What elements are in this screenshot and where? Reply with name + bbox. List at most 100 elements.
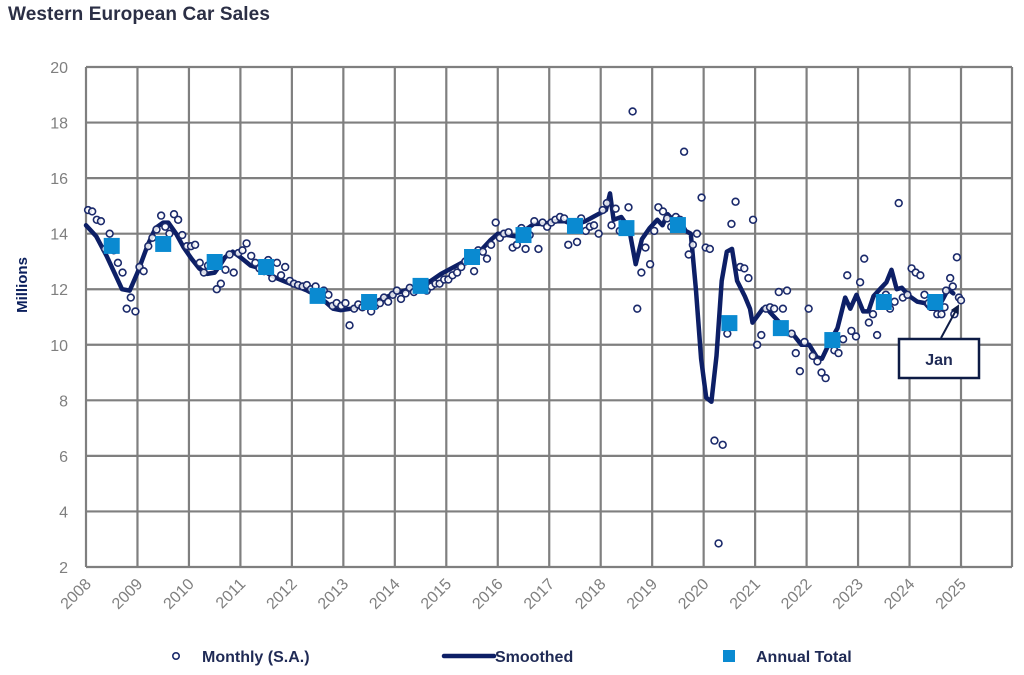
monthly-point xyxy=(868,310,878,319)
annual-total-marker xyxy=(875,294,892,310)
monthly-point xyxy=(113,258,123,268)
monthly-point xyxy=(817,368,826,377)
monthly-point xyxy=(731,197,740,206)
monthly-point xyxy=(131,307,140,316)
monthly-point xyxy=(383,297,393,306)
monthly-point xyxy=(662,214,672,223)
x-tick-label: 2009 xyxy=(109,576,146,613)
monthly-point xyxy=(697,193,706,202)
monthly-point xyxy=(247,251,256,261)
monthly-point xyxy=(718,440,727,449)
monthly-point xyxy=(705,244,715,254)
monthly-point xyxy=(710,436,719,445)
x-tick-label: 2024 xyxy=(881,576,918,613)
annual-series xyxy=(103,217,944,349)
annual-total-marker xyxy=(669,217,686,234)
monthly-point xyxy=(280,262,290,272)
monthly-point xyxy=(748,215,758,224)
monthly-point xyxy=(916,271,925,280)
monthly-point xyxy=(607,221,616,230)
x-tick-label: 2018 xyxy=(572,576,609,613)
monthly-point xyxy=(178,230,187,240)
monthly-point xyxy=(126,293,135,302)
monthly-point xyxy=(491,218,500,227)
monthly-point xyxy=(564,240,573,249)
monthly-point xyxy=(534,244,543,254)
monthly-point xyxy=(843,271,852,280)
monthly-point xyxy=(688,240,698,249)
monthly-point xyxy=(637,268,646,277)
monthly-point xyxy=(392,286,402,295)
annual-total-marker xyxy=(824,332,841,349)
annotation-arrowhead xyxy=(950,304,959,315)
annotation-jan: Jan xyxy=(897,304,981,380)
monthly-point xyxy=(787,329,796,338)
annual-total-marker xyxy=(258,259,275,275)
x-tick-label: 2025 xyxy=(933,576,970,613)
monthly-point xyxy=(650,226,659,236)
monthly-point xyxy=(941,286,951,295)
monthly-point xyxy=(594,229,603,238)
monthly-point xyxy=(855,278,865,287)
monthly-point xyxy=(684,250,693,259)
monthly-point xyxy=(860,254,869,263)
monthly-point xyxy=(225,250,234,259)
monthly-point xyxy=(152,225,161,234)
x-tick-label: 2021 xyxy=(727,576,764,613)
monthly-point xyxy=(834,348,843,358)
monthly-point xyxy=(808,351,817,361)
monthly-point xyxy=(598,205,607,215)
annual-total-marker xyxy=(412,277,429,294)
annual-total-marker xyxy=(361,294,378,310)
chart-title: Western European Car Sales xyxy=(8,4,271,25)
monthly-point xyxy=(589,221,599,230)
y-tick-label: 8 xyxy=(59,393,68,410)
monthly-point xyxy=(723,329,732,338)
monthly-point xyxy=(156,211,166,220)
monthly-point xyxy=(105,229,114,238)
monthly-point xyxy=(641,243,650,252)
monthly-point xyxy=(894,198,903,208)
monthly-point xyxy=(872,330,882,340)
annotation-text: Jan xyxy=(925,352,953,369)
monthly-point xyxy=(752,340,762,349)
monthly-point xyxy=(890,297,899,306)
monthly-point xyxy=(952,253,962,262)
monthly-point xyxy=(401,289,410,298)
monthly-point xyxy=(774,287,783,297)
y-tick-label: 20 xyxy=(50,60,68,77)
monthly-point xyxy=(482,254,492,263)
x-tick-label: 2011 xyxy=(213,576,249,612)
monthly-point xyxy=(148,233,157,243)
monthly-point xyxy=(559,214,569,223)
legend-monthly-label: Monthly (S.A.) xyxy=(202,649,310,666)
monthly-point xyxy=(144,241,153,251)
annual-total-marker xyxy=(155,235,172,252)
x-tick-label: 2010 xyxy=(161,576,198,613)
annual-total-marker xyxy=(206,254,223,270)
monthly-point xyxy=(948,282,957,291)
grid xyxy=(84,65,1014,569)
monthly-point xyxy=(757,330,766,340)
monthly-point xyxy=(611,204,620,213)
y-axis-label: Millions xyxy=(14,257,31,313)
monthly-point xyxy=(87,207,97,216)
y-tick-label: 2 xyxy=(59,560,68,577)
monthly-point xyxy=(190,240,200,249)
monthly-point xyxy=(658,207,668,216)
monthly-point xyxy=(122,304,131,313)
x-tick-label: 2015 xyxy=(418,576,455,613)
annual-total-marker xyxy=(464,249,481,265)
monthly-point xyxy=(396,294,406,304)
monthly-point xyxy=(740,264,749,273)
annual-total-marker xyxy=(103,237,120,254)
monthly-point xyxy=(268,273,277,283)
x-tick-label: 2012 xyxy=(264,576,301,613)
monthly-point xyxy=(469,266,479,276)
monthly-point xyxy=(838,335,848,344)
legend-smoothed-label: Smoothed xyxy=(495,649,573,666)
monthly-point xyxy=(486,240,496,249)
monthly-point xyxy=(457,262,466,272)
monthly-point xyxy=(714,539,723,548)
